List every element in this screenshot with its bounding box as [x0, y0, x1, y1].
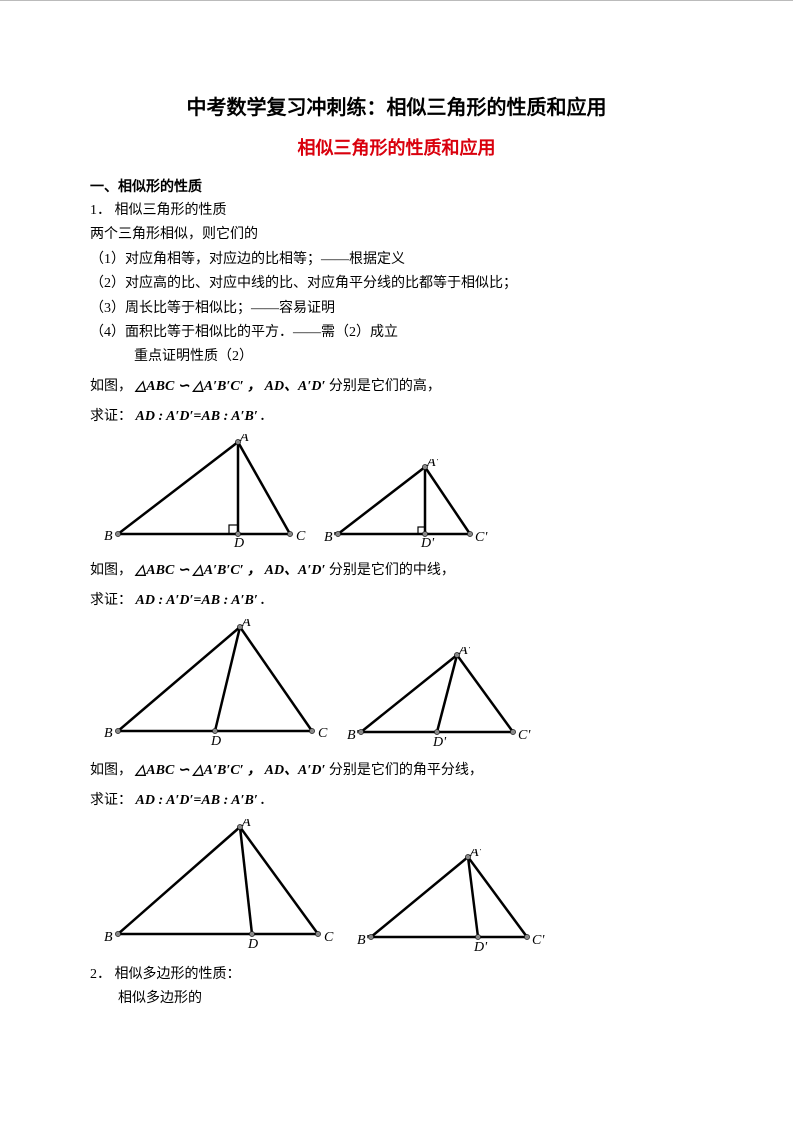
svg-text:D: D — [210, 734, 221, 749]
svg-text:C': C' — [475, 530, 488, 545]
triangle-bisector-small: A' B' C' D' — [355, 849, 550, 954]
svg-text:C': C' — [518, 728, 531, 743]
ex-prefix: 如图， — [90, 763, 132, 778]
svg-text:D': D' — [420, 536, 435, 549]
triangle-height-big: A B C D — [100, 434, 310, 549]
similar-expr: △ABC ∽ △A′B′C′ ， — [136, 379, 262, 394]
triangle-median-big: A B C D — [100, 619, 335, 749]
svg-text:B': B' — [347, 728, 360, 743]
figure-row-1: A B C D A' B' C' D' — [100, 434, 703, 549]
property-1: （1）对应角相等，对应边的比相等；——根据定义 — [90, 249, 703, 271]
example-2-given: 如图， △ABC ∽ △A′B′C′ ， AD、A′D′ 分别是它们的中线， — [90, 559, 703, 583]
property-3: （3）周长比等于相似比；——容易证明 — [90, 298, 703, 320]
svg-text:B: B — [104, 726, 113, 741]
example-3-given: 如图， △ABC ∽ △A′B′C′ ， AD、A′D′ 分别是它们的角平分线， — [90, 759, 703, 783]
svg-text:D': D' — [473, 940, 488, 954]
svg-text:C: C — [318, 726, 328, 741]
similar-expr: △ABC ∽ △A′B′C′ ， — [136, 763, 262, 778]
svg-text:D: D — [247, 937, 258, 952]
triangle-median-small: A' B' C' D' — [345, 647, 535, 749]
svg-text:A': A' — [458, 647, 472, 658]
ex-prefix: 如图， — [90, 379, 132, 394]
example-1-given: 如图， △ABC ∽ △A′B′C′ ， AD、A′D′ 分别是它们的高， — [90, 375, 703, 399]
similar-expr: △ABC ∽ △A′B′C′ ， — [136, 563, 262, 578]
ex-prefix: 如图， — [90, 563, 132, 578]
item-2-desc: 相似多边形的 — [90, 988, 703, 1010]
svg-text:C': C' — [532, 933, 545, 948]
svg-text:B': B' — [357, 933, 370, 948]
suffix-median: 分别是它们的中线， — [329, 563, 455, 578]
emphasis-line: 重点证明性质（2） — [90, 346, 703, 368]
svg-text:D': D' — [432, 735, 447, 749]
suffix-bisector: 分别是它们的角平分线， — [329, 763, 483, 778]
ad-text: AD、A′D′ — [265, 379, 326, 394]
svg-text:D: D — [233, 536, 244, 549]
svg-text:B: B — [104, 529, 113, 544]
property-2: （2）对应高的比、对应中线的比、对应角平分线的比都等于相似比； — [90, 273, 703, 295]
prove-prefix: 求证： — [90, 409, 132, 424]
ad-text: AD、A′D′ — [265, 763, 326, 778]
figure-row-3: A B C D A' B' C' D' — [100, 819, 703, 954]
section-1-heading: 一、相似形的性质 — [90, 176, 703, 196]
svg-text:C: C — [296, 529, 306, 544]
suffix-height: 分别是它们的高， — [329, 379, 441, 394]
svg-text:A: A — [239, 434, 249, 445]
subtitle: 相似三角形的性质和应用 — [90, 134, 703, 160]
example-2-prove: 求证： AD : A′D′=AB : A′B′ . — [90, 589, 703, 613]
svg-text:B': B' — [324, 530, 337, 545]
ad-text: AD、A′D′ — [265, 563, 326, 578]
prove-expr: AD : A′D′=AB : A′B′ . — [136, 593, 265, 608]
prove-expr: AD : A′D′=AB : A′B′ . — [136, 409, 265, 424]
figure-row-2: A B C D A' B' C' D' — [100, 619, 703, 749]
triangle-height-small: A' B' C' D' — [320, 459, 495, 549]
item-2: 2． 相似多边形的性质： — [90, 964, 703, 986]
svg-text:A': A' — [426, 459, 440, 470]
item-1-desc: 两个三角形相似，则它们的 — [90, 224, 703, 246]
property-4: （4）面积比等于相似比的平方．——需（2）成立 — [90, 322, 703, 344]
prove-prefix: 求证： — [90, 593, 132, 608]
main-title: 中考数学复习冲刺练：相似三角形的性质和应用 — [90, 91, 703, 120]
example-3-prove: 求证： AD : A′D′=AB : A′B′ . — [90, 789, 703, 813]
svg-text:A: A — [241, 819, 251, 830]
example-1-prove: 求证： AD : A′D′=AB : A′B′ . — [90, 405, 703, 429]
prove-expr: AD : A′D′=AB : A′B′ . — [136, 793, 265, 808]
svg-text:A: A — [241, 619, 251, 630]
svg-text:A': A' — [469, 849, 483, 860]
svg-text:B: B — [104, 930, 113, 945]
item-1: 1． 相似三角形的性质 — [90, 200, 703, 222]
svg-text:C: C — [324, 930, 334, 945]
prove-prefix: 求证： — [90, 793, 132, 808]
triangle-bisector-big: A B C D — [100, 819, 345, 954]
